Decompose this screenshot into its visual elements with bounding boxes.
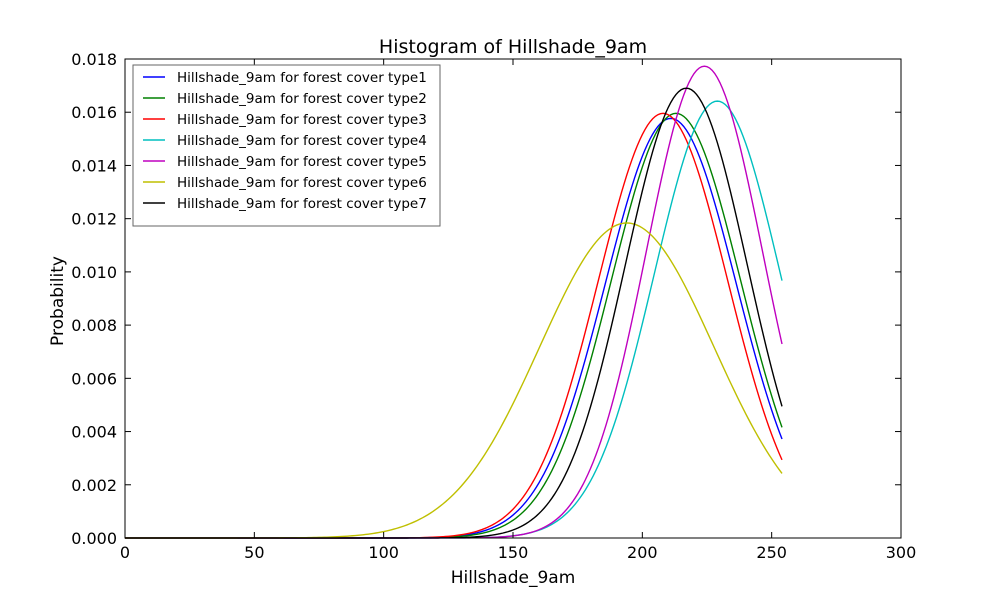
y-tick-label: 0.002 [71, 476, 117, 495]
x-tick-label: 250 [756, 543, 787, 562]
legend-label-4: Hillshade_9am for forest cover type4 [177, 133, 427, 149]
y-tick-label: 0.014 [71, 156, 117, 175]
x-tick-label: 150 [498, 543, 529, 562]
chart-title: Histogram of Hillshade_9am [379, 36, 647, 58]
x-tick-label: 200 [627, 543, 658, 562]
x-tick-label: 50 [244, 543, 264, 562]
y-tick-label: 0.006 [71, 369, 117, 388]
legend-label-3: Hillshade_9am for forest cover type3 [177, 112, 427, 128]
x-tick-label: 0 [120, 543, 130, 562]
legend-label-1: Hillshade_9am for forest cover type1 [177, 70, 427, 86]
y-tick-label: 0.004 [71, 423, 117, 442]
y-tick-label: 0.010 [71, 263, 117, 282]
legend-label-7: Hillshade_9am for forest cover type7 [177, 196, 427, 212]
legend-label-5: Hillshade_9am for forest cover type5 [177, 154, 427, 170]
legend-label-2: Hillshade_9am for forest cover type2 [177, 91, 427, 107]
y-tick-label: 0.018 [71, 50, 117, 69]
y-axis-label: Probability [48, 256, 68, 346]
y-tick-label: 0.012 [71, 210, 117, 229]
y-tick-label: 0.008 [71, 316, 117, 335]
x-tick-label: 100 [368, 543, 399, 562]
x-axis-label: Hillshade_9am [451, 568, 576, 588]
legend: Hillshade_9am for forest cover type1 Hill… [132, 64, 441, 227]
x-tick-label: 300 [886, 543, 917, 562]
legend-box [132, 64, 441, 227]
legend-label-6: Hillshade_9am for forest cover type6 [177, 175, 427, 191]
y-tick-label: 0.000 [71, 529, 117, 548]
y-tick-label: 0.016 [71, 103, 117, 122]
axes-layer: 0 50 100 150 200 250 300 0.000 0.002 0.004 0.006 0.… [71, 50, 916, 562]
series-line-6 [125, 222, 783, 539]
